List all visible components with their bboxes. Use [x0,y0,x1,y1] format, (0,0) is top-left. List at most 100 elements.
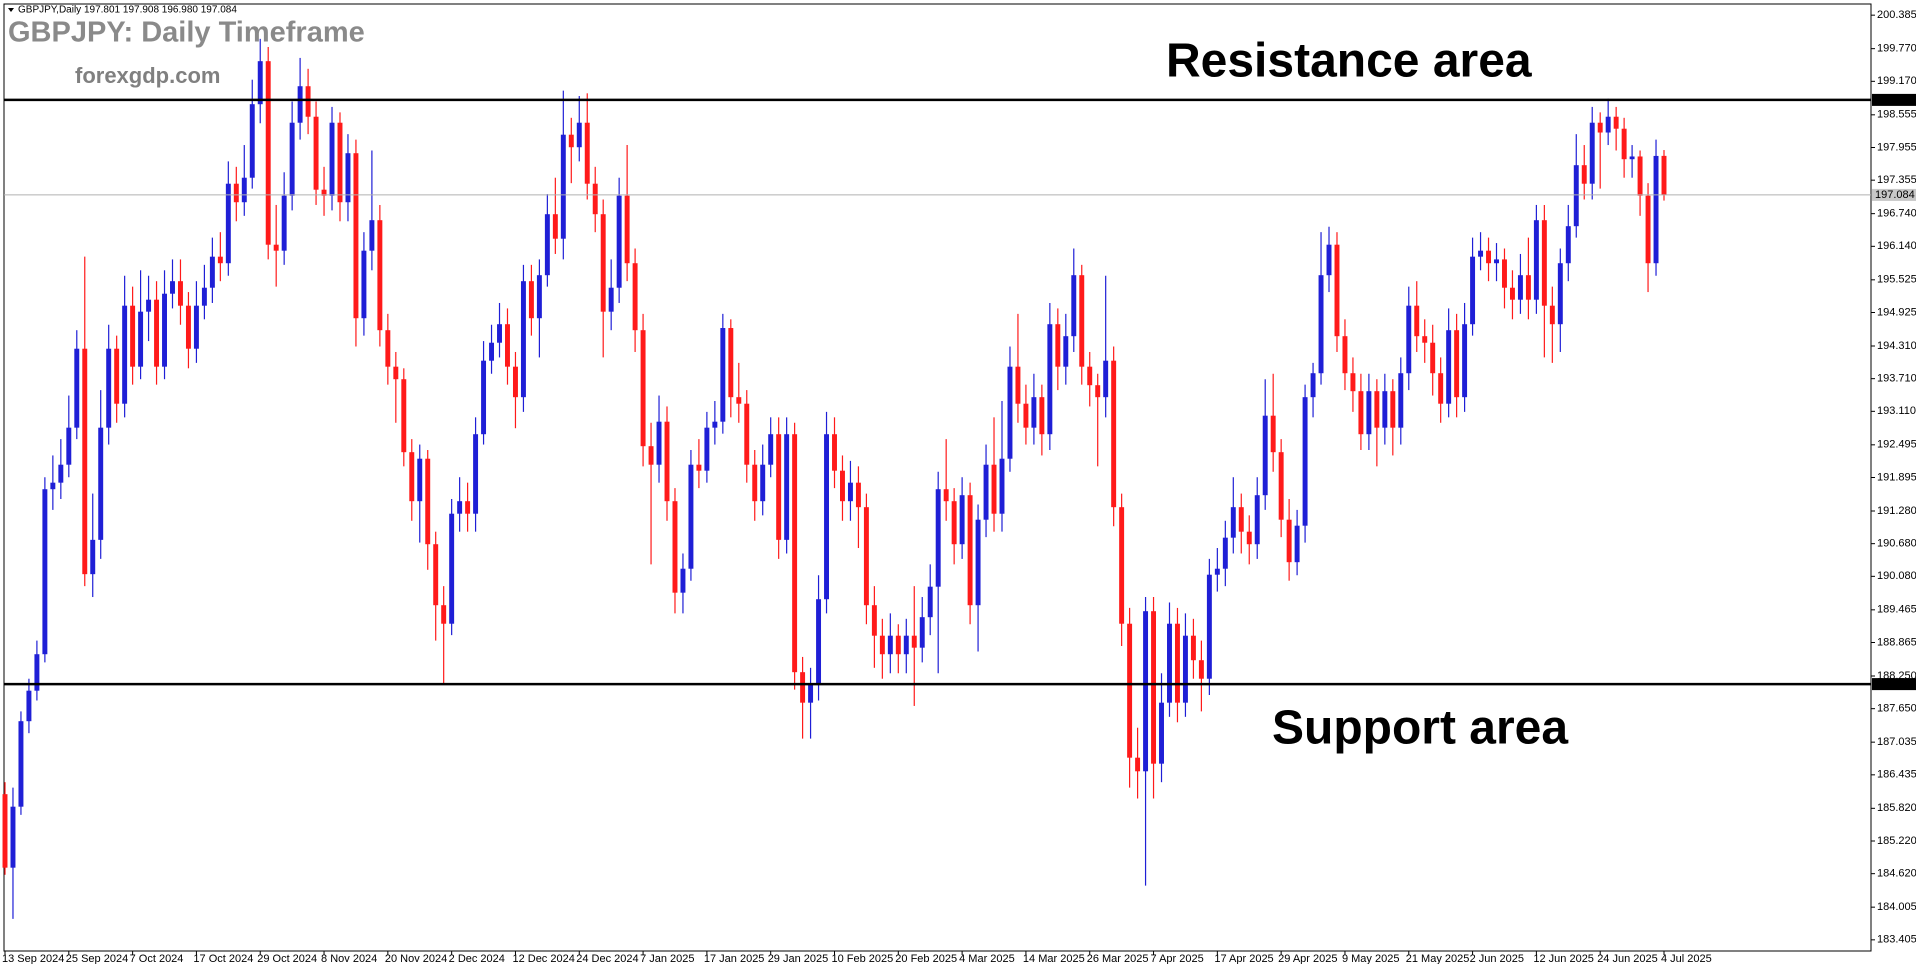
x-tick-label: 21 May 2025 [1406,953,1470,964]
candle-body [512,366,518,398]
candle-body [233,183,239,203]
candle-body [249,104,255,178]
candle-body [528,281,534,319]
candle-body [489,342,495,361]
candle-body [879,635,885,655]
candle-body [1661,155,1667,195]
candle-body [1047,324,1053,435]
candle-body [608,287,614,312]
candle-body [185,305,191,349]
candle-body [241,177,247,203]
x-tick-label: 4 Mar 2025 [959,953,1015,964]
candle-body [58,464,64,483]
candle-body [1055,324,1061,367]
candle-body [393,366,399,380]
candle-body [265,61,271,245]
candle-body [505,324,510,367]
candle-body [863,507,869,606]
candle-body [935,489,941,587]
candle-body [337,122,343,203]
x-tick-label: 20 Feb 2025 [895,953,957,964]
candle-body [122,305,128,404]
candle-body [2,794,8,868]
candle-body [927,586,933,618]
candle-body [887,635,893,655]
candle-body [26,690,32,722]
candle-body [1398,373,1404,428]
candle-body [760,464,766,502]
y-tick-label: 187.650 [1877,703,1916,715]
x-tick-label: 24 Dec 2024 [576,953,638,964]
candle-body [1565,226,1571,264]
y-tick-label: 190.080 [1877,570,1916,582]
x-tick-label: 26 Mar 2025 [1087,953,1149,964]
y-tick-label: 194.310 [1877,340,1916,352]
candle-body [847,482,853,502]
candle-body [1254,495,1260,545]
candle-body [1494,259,1499,264]
x-tick-label: 7 Oct 2024 [130,953,184,964]
candle-body [1478,250,1484,257]
candle-body [457,501,463,514]
candle-body [1031,397,1037,428]
candle-body [1334,244,1340,337]
candle-body [154,299,160,367]
candle-body [321,189,327,196]
y-tick-label: 197.355 [1877,174,1916,186]
candle-body [688,464,694,569]
x-tick-label: 13 Sep 2024 [2,953,64,964]
candle-body [1270,415,1276,453]
candle-body [170,281,175,294]
y-tick-label: 189.465 [1877,604,1916,616]
candle-body [1222,537,1228,569]
collapse-icon [8,8,14,12]
candle-body [217,256,223,264]
candle-body [632,263,638,331]
candle-body [409,452,415,502]
y-tick-label: 196.140 [1877,240,1916,252]
candle-body [792,434,798,673]
candle-body [1302,397,1308,526]
candle-body [1390,391,1396,428]
candle-body [1589,122,1595,184]
candle-body [744,403,750,465]
candle-body [1206,574,1212,679]
candle-body [417,458,423,502]
candle-body [209,256,215,288]
candle-body [1549,305,1555,325]
candle-body [1039,397,1045,435]
candle-body [736,397,742,404]
resistance-annotation: Resistance area [1166,35,1532,88]
x-tick-label: 24 Jun 2025 [1597,953,1658,964]
candle-body [999,458,1005,514]
candle-body [425,458,431,545]
candle-body [313,116,319,190]
candle-body [768,434,774,465]
y-tick-label: 188.865 [1877,636,1916,648]
x-tick-label: 10 Feb 2025 [832,953,894,964]
candle-body [369,220,375,251]
y-tick-label: 200.385 [1877,9,1916,21]
candle-body [656,421,662,465]
candle-body [1645,195,1651,264]
candle-body [1159,702,1164,764]
y-tick-label: 191.895 [1877,471,1916,483]
candle-body [1190,635,1196,661]
candle-body [1174,623,1180,703]
y-tick-label: 193.710 [1877,373,1916,385]
candle-body [720,328,726,422]
candle-body [871,605,877,636]
candle-body [1167,623,1172,703]
y-tick-label: 186.435 [1877,769,1916,781]
candle-body [1462,324,1468,398]
y-tick-label: 187.035 [1877,736,1916,748]
candle-body [1071,275,1077,337]
candle-body [130,305,136,367]
candle-body [1509,287,1515,300]
candle-body [465,501,471,514]
chart-title: GBPJPY: Daily Timeframe [8,17,365,49]
candle-body [1310,373,1316,398]
candle-body [752,464,758,502]
candle-body [800,672,806,703]
x-tick-label: 12 Jun 2025 [1533,953,1594,964]
